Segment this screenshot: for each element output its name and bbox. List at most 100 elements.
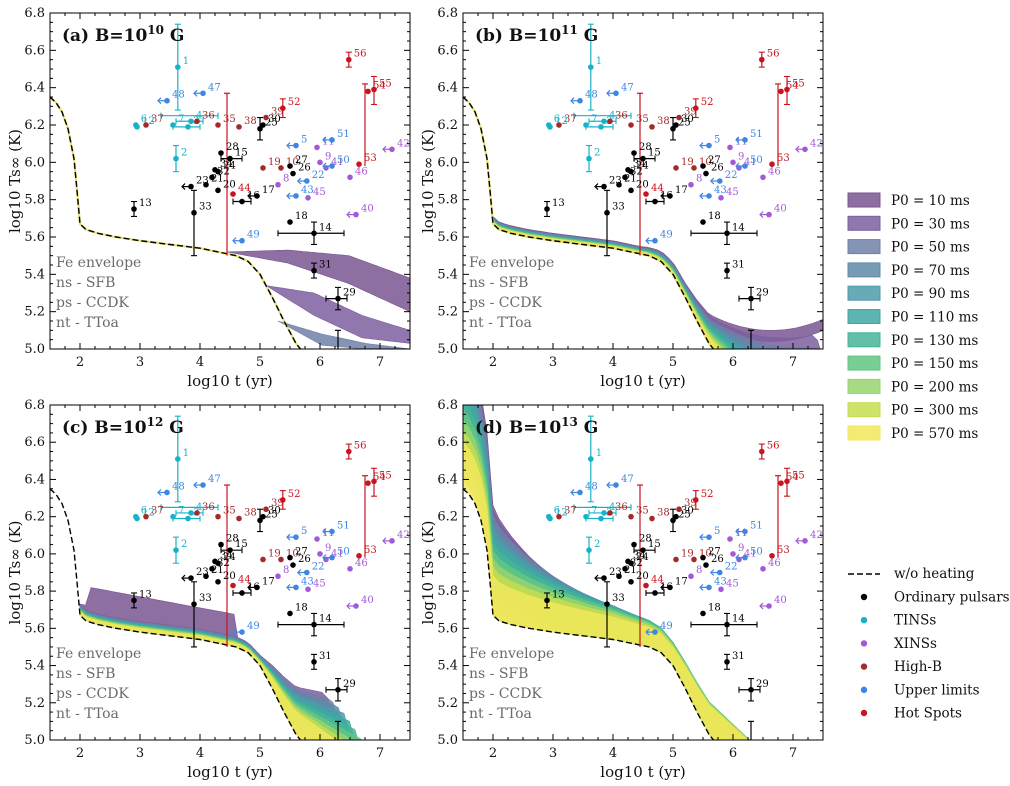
x-tick-label: 6: [316, 355, 324, 370]
y-tick-label: 6.8: [437, 398, 458, 413]
x-tick-label: 4: [609, 355, 617, 370]
data-point-46: 46: [760, 166, 781, 181]
data-point-label: 21: [624, 174, 637, 185]
data-point-label: 46: [768, 558, 781, 569]
data-point-label: 4: [196, 502, 202, 513]
data-point-label: 17: [675, 576, 688, 587]
legend-marker: [860, 709, 868, 717]
y-tick-label: 6.4: [24, 81, 45, 96]
data-point-label: 51: [337, 129, 350, 140]
data-point-33: 33: [604, 189, 625, 257]
data-point-label: 10: [286, 548, 299, 559]
data-point-26: 26: [703, 163, 724, 177]
data-point-33: 33: [604, 581, 625, 648]
data-point-label: 45: [726, 187, 739, 198]
data-point-label: 15: [235, 539, 248, 550]
data-point-label: 25: [678, 118, 691, 129]
data-point-label: 50: [750, 547, 763, 558]
data-point-25: 25: [670, 116, 691, 141]
data-point-label: 25: [678, 509, 691, 520]
model-note: nt - TToa: [469, 706, 532, 722]
cooling-band-9: [79, 610, 344, 740]
y-axis-label: log10 Ts∞ (K): [6, 520, 24, 624]
data-point-54: 54: [778, 80, 799, 95]
data-point-label: 1: [183, 448, 189, 459]
data-point-12: 12: [134, 116, 155, 130]
data-point-label: 4: [609, 502, 615, 513]
data-point-label: 29: [756, 288, 769, 299]
data-point-45: 45: [305, 578, 326, 593]
data-point-label: 39: [271, 498, 284, 509]
y-tick-label: 6.4: [24, 472, 45, 487]
y-tick-label: 6.2: [24, 510, 45, 525]
y-tick-label: 5.2: [24, 305, 45, 320]
data-point-54: 54: [365, 472, 386, 486]
data-point-28: 28: [218, 142, 239, 156]
data-point-label: 26: [711, 554, 724, 565]
panel-title: (d) B=1013 G: [475, 415, 598, 438]
data-point-56: 56: [758, 49, 780, 68]
data-point-label: 7: [591, 506, 597, 517]
legend-item-band: P0 = 570 ms: [847, 425, 978, 442]
legend-label: P0 = 570 ms: [891, 426, 978, 442]
data-point-label: 20: [223, 571, 236, 582]
data-point-label: 27: [295, 155, 308, 166]
no-heating-curve: [463, 488, 715, 740]
data-point-37: 37: [143, 506, 164, 520]
data-point-15: 15: [633, 148, 661, 162]
data-point-label: 7: [591, 114, 597, 125]
data-point-label: 20: [636, 179, 649, 190]
data-point-5: 5: [286, 135, 307, 149]
data-point-19: 19: [673, 548, 694, 563]
data-point-label: 54: [786, 80, 799, 91]
data-point-50: 50: [735, 155, 763, 170]
x-tick-label: 5: [256, 746, 264, 761]
data-point-53: 53: [769, 153, 790, 167]
data-point-8: 8: [688, 565, 702, 580]
cooling-band-10: [79, 610, 337, 740]
model-note: Fe envelope: [469, 255, 554, 271]
model-note: ps - CCDK: [469, 295, 542, 311]
data-point-label: 13: [139, 198, 152, 209]
data-point-label: 40: [774, 595, 787, 606]
data-point-44: 44: [643, 183, 664, 197]
data-point-18: 18: [700, 211, 721, 225]
data-point-30: 30: [673, 506, 694, 520]
data-point-18: 18: [287, 211, 308, 225]
legend-swatch: [847, 332, 881, 348]
data-point-label: 38: [244, 508, 257, 519]
data-point-34: 34: [625, 550, 646, 565]
data-point-51: 51: [322, 521, 350, 535]
legend-label: XINSs: [894, 636, 937, 652]
data-point-49: 49: [232, 621, 260, 636]
data-point-label: 32: [217, 166, 230, 177]
data-point-label: 8: [283, 174, 289, 185]
data-point-8: 8: [275, 174, 289, 188]
legend-marker: [860, 617, 868, 624]
legend-label: P0 = 50 ms: [891, 240, 970, 256]
data-point-label: 48: [585, 481, 598, 492]
data-point-label: 41: [331, 548, 344, 559]
data-point-7: 7: [583, 114, 597, 128]
legend-label: P0 = 150 ms: [891, 356, 978, 372]
data-point-40: 40: [346, 595, 374, 610]
data-point-label: 13: [552, 589, 565, 600]
data-point-37: 37: [143, 114, 164, 128]
legend-marker: [860, 686, 868, 693]
legend-swatch: [847, 378, 881, 394]
data-point-18: 18: [700, 602, 721, 617]
data-point-label: 53: [364, 545, 377, 556]
data-point-label: 14: [732, 614, 745, 625]
legend-marker: [860, 663, 868, 670]
data-point-29: 29: [325, 678, 356, 702]
data-point-label: 49: [247, 230, 260, 241]
legend-item-band: P0 = 90 ms: [847, 285, 970, 302]
data-point-label: 5: [301, 526, 307, 537]
data-point-label: 33: [199, 593, 212, 604]
model-note: ns - SFB: [469, 666, 528, 682]
data-point-20: 20: [215, 571, 236, 585]
y-tick-label: 6.0: [24, 547, 45, 562]
data-point-40: 40: [346, 204, 374, 219]
legend-swatch: [847, 215, 881, 231]
data-point-label: 10: [286, 157, 299, 168]
